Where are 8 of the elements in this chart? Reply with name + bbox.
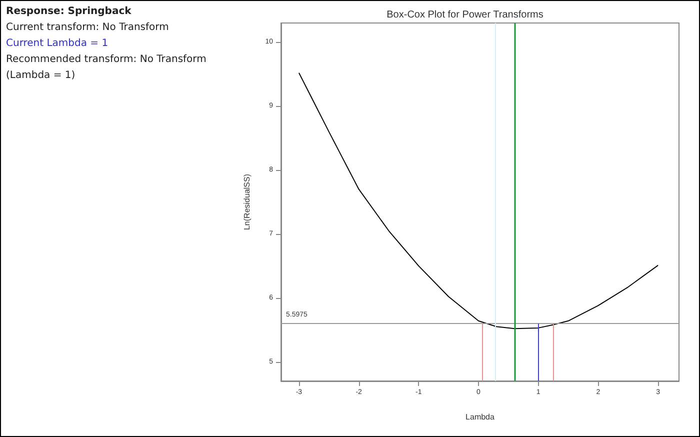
- x-axis-title: Lambda: [466, 412, 495, 422]
- text: Response: Springback: [6, 5, 132, 19]
- text: Current transform: No Transform: [6, 21, 170, 35]
- text: Recommended transform: No Transform: [6, 53, 206, 67]
- text: Current Lambda = 1: [6, 37, 110, 51]
- chart-title: Box-Cox Plot for Power Transforms: [386, 10, 544, 20]
- y-axis-title: Ln(ResidualSS): [242, 174, 252, 230]
- text: (Lambda = 1): [6, 69, 76, 83]
